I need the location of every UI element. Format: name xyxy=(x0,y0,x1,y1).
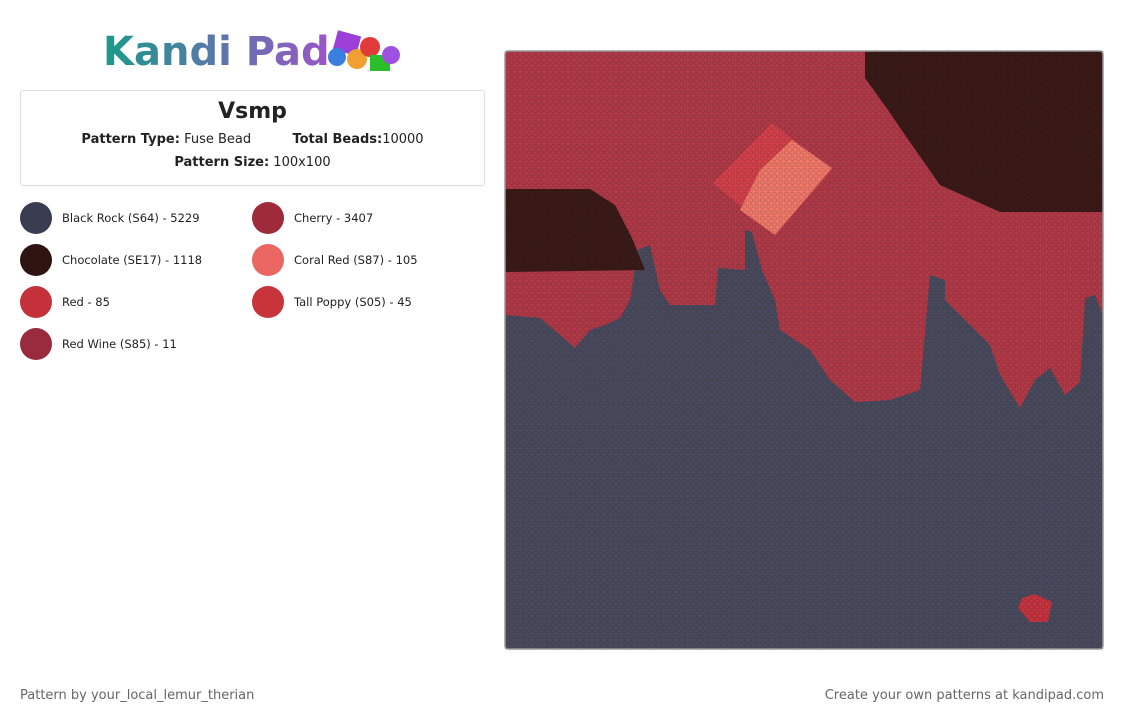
label: Pattern Size: xyxy=(174,155,270,170)
color-label: Red Wine (S85) - 11 xyxy=(62,337,177,351)
color-label: Cherry - 3407 xyxy=(294,211,374,225)
pattern-title: Vsmp xyxy=(218,99,287,124)
color-label: Chocolate (SE17) - 1118 xyxy=(62,253,203,267)
bead-pattern xyxy=(504,50,1104,650)
credit: Pattern by your_local_lemur_therian xyxy=(20,688,255,703)
color-label: Black Rock (S64) - 5229 xyxy=(62,211,200,225)
promo-link[interactable]: Create your own patterns at kandipad.com xyxy=(824,688,1104,703)
color-swatch xyxy=(252,202,284,234)
label: Pattern Type: xyxy=(81,132,180,147)
color-swatch xyxy=(20,328,52,360)
value: 100x100 xyxy=(273,155,331,170)
color-swatch xyxy=(20,202,52,234)
pattern-card: Vsmp Pattern Type: Fuse Bead Total Beads… xyxy=(20,90,485,186)
label: Total Beads: xyxy=(292,132,383,147)
color-label: Tall Poppy (S05) - 45 xyxy=(294,295,412,309)
color-swatch xyxy=(252,286,284,318)
value: Fuse Bead xyxy=(184,132,252,147)
logo-text: Kandi Pad xyxy=(103,29,330,75)
color-swatch xyxy=(20,286,52,318)
color-label: Red - 85 xyxy=(62,295,110,309)
color-label: Coral Red (S87) - 105 xyxy=(294,253,418,267)
value: 10000 xyxy=(382,132,424,147)
color-swatch xyxy=(20,244,52,276)
color-swatch xyxy=(252,244,284,276)
logo: Kandi Pad xyxy=(103,29,400,75)
